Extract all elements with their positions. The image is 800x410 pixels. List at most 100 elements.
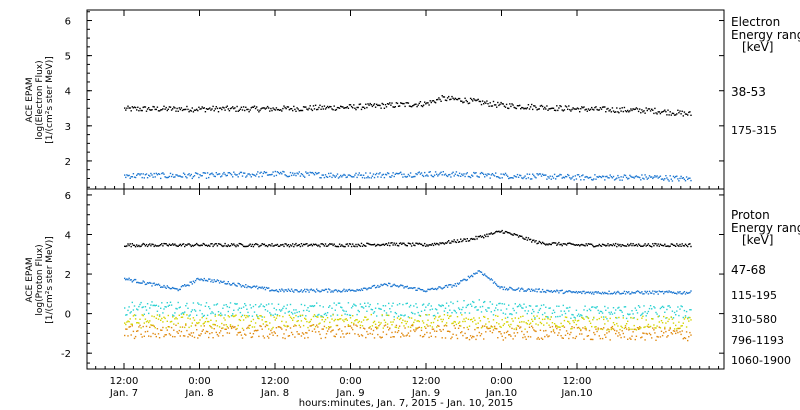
- point: [199, 319, 201, 321]
- point: [646, 244, 648, 246]
- point: [588, 329, 591, 332]
- point: [428, 314, 430, 316]
- point: [490, 311, 492, 313]
- point: [388, 242, 390, 244]
- point: [656, 245, 658, 247]
- point: [329, 326, 331, 329]
- point: [345, 107, 347, 109]
- point: [569, 306, 571, 309]
- point: [579, 291, 581, 293]
- point: [296, 331, 298, 333]
- point: [394, 106, 396, 108]
- point: [545, 174, 547, 176]
- point: [468, 276, 471, 279]
- point: [508, 177, 510, 180]
- point: [599, 310, 602, 313]
- point: [592, 319, 594, 321]
- point: [440, 318, 442, 321]
- point: [537, 108, 539, 110]
- point: [392, 106, 394, 108]
- point: [498, 302, 500, 305]
- point: [239, 108, 242, 110]
- point: [571, 243, 573, 245]
- point: [346, 319, 348, 321]
- point: [559, 326, 561, 328]
- point: [495, 104, 497, 106]
- point: [653, 245, 655, 247]
- point: [270, 329, 272, 332]
- point: [160, 307, 162, 309]
- point: [133, 337, 136, 340]
- point: [191, 335, 193, 337]
- point: [640, 292, 642, 294]
- point: [304, 288, 306, 291]
- point: [479, 306, 482, 308]
- point: [661, 290, 664, 293]
- point: [571, 177, 573, 179]
- point: [170, 326, 173, 329]
- point: [361, 306, 364, 308]
- point: [585, 315, 587, 318]
- point: [192, 176, 195, 178]
- point: [445, 322, 448, 324]
- point: [328, 288, 330, 290]
- point: [553, 173, 556, 176]
- point: [287, 244, 290, 246]
- point: [329, 105, 331, 108]
- point: [553, 109, 556, 111]
- point: [591, 293, 593, 295]
- point: [237, 176, 239, 178]
- point: [505, 321, 508, 323]
- point: [140, 282, 142, 284]
- point: [589, 291, 592, 293]
- point: [503, 174, 506, 176]
- point: [475, 272, 477, 274]
- point: [552, 330, 555, 332]
- point: [161, 243, 163, 245]
- point: [633, 108, 635, 111]
- point: [371, 244, 374, 246]
- point: [338, 176, 341, 178]
- point: [444, 337, 447, 339]
- point: [635, 175, 638, 177]
- point: [660, 244, 663, 246]
- point: [270, 314, 272, 317]
- point: [681, 325, 683, 327]
- point: [425, 290, 427, 293]
- point: [514, 289, 516, 291]
- point: [321, 328, 323, 330]
- point: [366, 242, 368, 244]
- point: [332, 291, 334, 293]
- point: [460, 280, 462, 282]
- point: [522, 336, 524, 339]
- point: [583, 244, 585, 247]
- point: [310, 325, 312, 327]
- point: [689, 291, 691, 294]
- point: [592, 306, 594, 308]
- point: [582, 290, 584, 293]
- point: [531, 103, 533, 106]
- point: [601, 337, 604, 340]
- point: [372, 329, 375, 332]
- point: [515, 234, 518, 236]
- point: [203, 325, 205, 327]
- point: [124, 107, 126, 109]
- point: [163, 316, 165, 318]
- point: [556, 244, 558, 246]
- point: [432, 328, 435, 330]
- xtick-day-label-1: Jan. 8: [184, 388, 213, 399]
- point: [305, 332, 307, 334]
- point: [461, 100, 463, 102]
- point: [191, 244, 193, 247]
- point: [355, 305, 357, 307]
- point: [273, 108, 275, 110]
- point: [202, 315, 204, 317]
- point: [241, 284, 244, 287]
- point: [379, 308, 381, 310]
- point: [473, 272, 475, 275]
- point: [379, 244, 381, 247]
- point: [532, 308, 534, 311]
- point: [418, 287, 420, 290]
- point: [337, 289, 340, 292]
- point: [616, 177, 618, 179]
